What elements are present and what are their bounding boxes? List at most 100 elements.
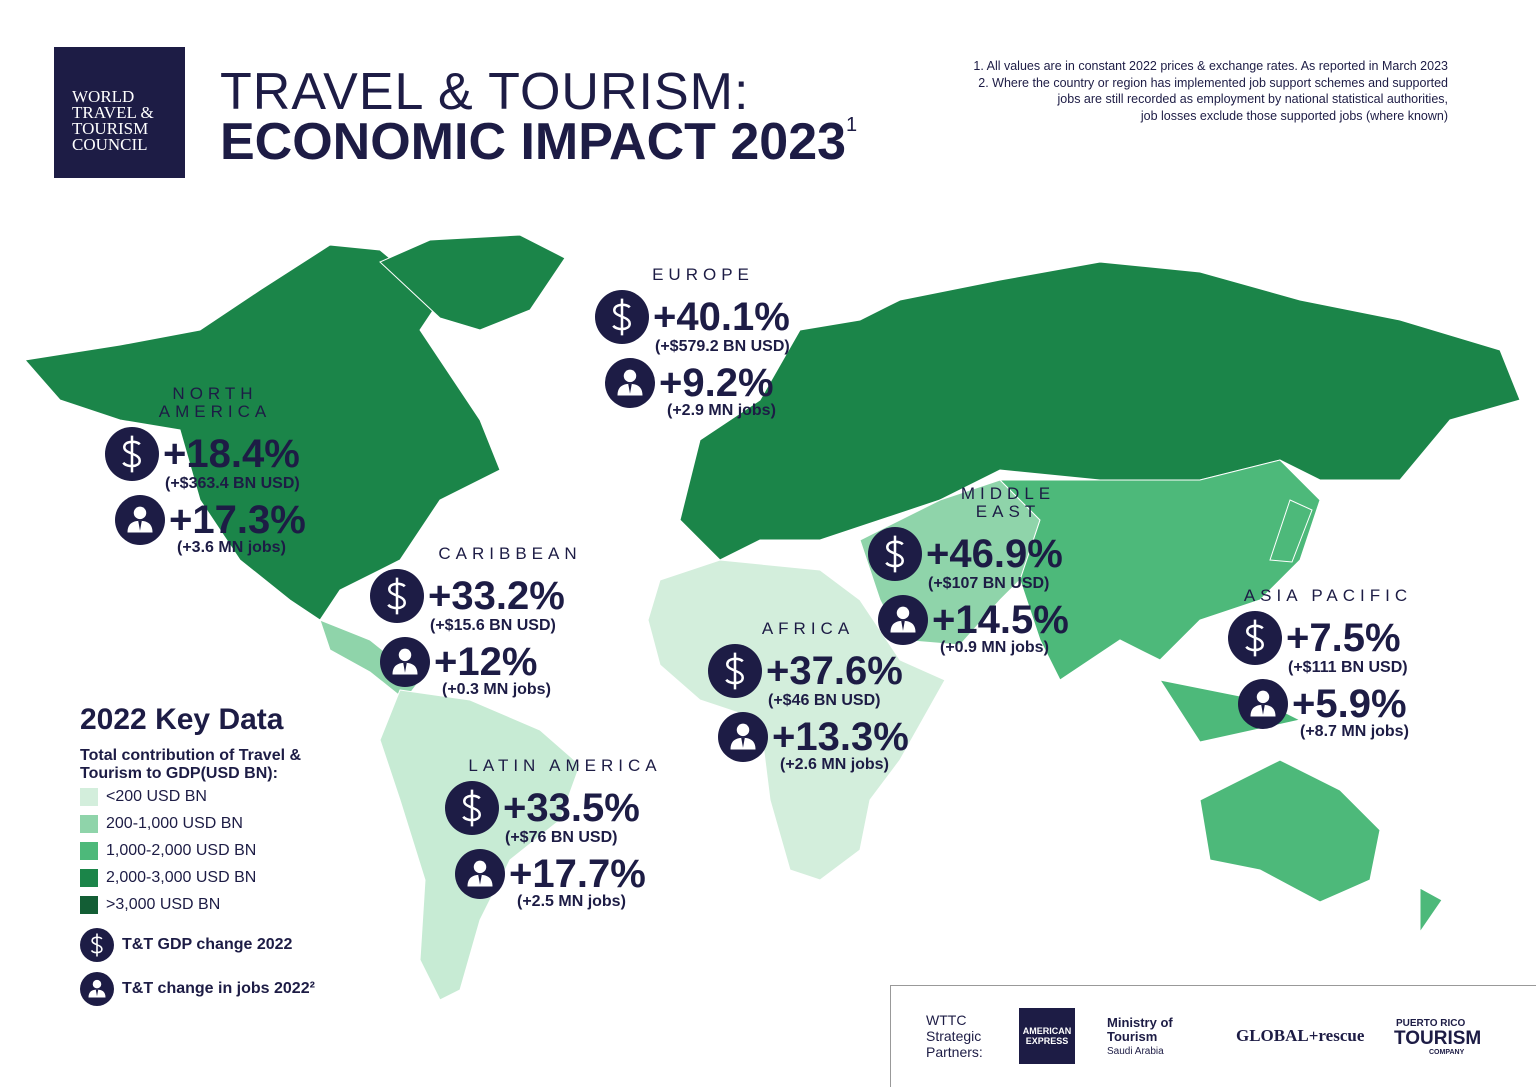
- region-block: AFRICA +37.6% (+$46 BN USD) +13.3% (+2.6 MN …: [708, 620, 909, 774]
- key-swatch: [80, 895, 98, 914]
- key-bucket-label: >3,000 USD BN: [106, 895, 221, 913]
- jobs-change: +17.7%: [509, 851, 646, 896]
- jobs-change: +9.2%: [659, 360, 774, 405]
- japan: [1269, 499, 1313, 563]
- key-bucket-label: 2,000-3,000 USD BN: [106, 868, 257, 886]
- person-icon: [455, 849, 505, 899]
- key-jobs: T&T change in jobs 2022²: [80, 972, 340, 1006]
- gdp-detail: (+$76 BN USD): [505, 829, 618, 846]
- region-block: CARIBBEAN +33.2% (+$15.6 BN USD) +12% (+0.3 …: [370, 545, 610, 699]
- region-block: LATIN AMERICA +33.5% (+$76 BN USD) +17.7% (+…: [445, 757, 685, 911]
- person-icon: [80, 972, 114, 1006]
- gdp-row: +7.5%: [1228, 611, 1428, 665]
- key-title: 2022 Key Data: [80, 703, 284, 736]
- logo-line: COUNCIL: [72, 135, 148, 154]
- gdp-change: +33.5%: [503, 785, 640, 830]
- key-subtitle: Total contribution of Travel & Tourism t…: [80, 747, 302, 782]
- key-gdp: T&T GDP change 2022: [80, 928, 340, 962]
- key-swatch: [80, 814, 98, 833]
- region-name: LATIN AMERICA: [468, 756, 662, 775]
- key-bucket: 2,000-3,000 USD BN: [80, 864, 340, 891]
- footnote: 1. All values are in constant 2022 price…: [973, 59, 1448, 73]
- person-icon: [605, 358, 655, 408]
- jobs-row: +14.5%: [878, 595, 1069, 645]
- gdp-change: +40.1%: [653, 294, 790, 339]
- ministry-sub: Saudi Arabia: [1107, 1046, 1164, 1057]
- key-bucket: >3,000 USD BN: [80, 891, 340, 918]
- dollar-icon: [80, 928, 114, 962]
- jobs-row: +12%: [380, 637, 610, 687]
- person-icon: [380, 637, 430, 687]
- wttc-logo: WORLD TRAVEL & TOURISM COUNCIL: [54, 47, 185, 178]
- jobs-detail: (+3.6 MN jobs): [177, 539, 286, 556]
- jobs-row: +5.9%: [1238, 679, 1428, 729]
- new-zealand: [1419, 887, 1443, 934]
- jobs-change: +14.5%: [932, 597, 1069, 642]
- gdp-detail: (+$15.6 BN USD): [430, 617, 556, 634]
- partners: WTTC Strategic Partners: AMERICAN EXPRES…: [890, 985, 1536, 1087]
- region-name: NORTH AMERICA: [158, 384, 272, 421]
- region-name: EUROPE: [652, 265, 754, 284]
- dollar-icon: [1228, 611, 1282, 665]
- asia: [998, 459, 1321, 681]
- region-name: MIDDLE EAST: [960, 484, 1056, 521]
- key-bucket-label: <200 USD BN: [106, 787, 207, 805]
- title-sup: 1: [846, 114, 858, 136]
- europe-russia: [679, 261, 1521, 561]
- person-icon: [1238, 679, 1288, 729]
- gdp-detail: (+$579.2 BN USD): [655, 338, 790, 355]
- title-main: ECONOMIC IMPACT 2023: [220, 113, 847, 171]
- north-america: [24, 244, 501, 621]
- jobs-row: +17.7%: [455, 849, 685, 899]
- jobs-detail: (+2.9 MN jobs): [667, 402, 776, 419]
- title-line-1: TRAVEL & TOURISM:: [220, 63, 750, 121]
- jobs-detail: (+8.7 MN jobs): [1300, 723, 1409, 740]
- logo-line: TOURISM: [72, 119, 149, 138]
- global-rescue-logo: GLOBAL+rescue: [1236, 1026, 1365, 1045]
- jobs-detail: (+0.3 MN jobs): [442, 681, 551, 698]
- footnotes: 1. All values are in constant 2022 price…: [973, 58, 1448, 124]
- key-swatch: [80, 868, 98, 887]
- key-swatch: [80, 841, 98, 860]
- gdp-row: +33.2%: [370, 569, 610, 623]
- key-bucket-label: 1,000-2,000 USD BN: [106, 841, 257, 859]
- key-bucket: 200-1,000 USD BN: [80, 810, 340, 837]
- amex-logo: AMERICAN EXPRESS: [1019, 1008, 1075, 1064]
- region-block: MIDDLE EAST +46.9% (+$107 BN USD) +14.5% (+0…: [868, 485, 1069, 657]
- dollar-icon: [708, 644, 762, 698]
- key: 2022 Key Data Total contribution of Trav…: [80, 703, 340, 1006]
- person-icon: [718, 712, 768, 762]
- logo-line: TRAVEL &: [72, 103, 154, 122]
- south-america: [379, 689, 581, 1001]
- key-buckets: <200 USD BN 200-1,000 USD BN 1,000-2,000 U…: [80, 783, 340, 918]
- dollar-icon: [868, 527, 922, 581]
- jobs-detail: (+2.6 MN jobs): [780, 756, 889, 773]
- footnote: jobs are still recorded as employment by…: [1057, 92, 1448, 106]
- gdp-row: +37.6%: [708, 644, 909, 698]
- logo-line: WORLD: [72, 87, 135, 106]
- dollar-icon: [595, 290, 649, 344]
- greenland: [379, 234, 566, 331]
- key-bucket: 1,000-2,000 USD BN: [80, 837, 340, 864]
- key-bucket: <200 USD BN: [80, 783, 340, 810]
- gdp-detail: (+$46 BN USD): [768, 692, 881, 709]
- pr-top: PUERTO RICO: [1396, 1018, 1466, 1029]
- gdp-change: +18.4%: [163, 431, 300, 476]
- pr-main: TOURISM: [1394, 1028, 1482, 1049]
- gdp-row: +18.4%: [105, 427, 306, 481]
- gdp-detail: (+$363.4 BN USD): [165, 475, 300, 492]
- ministry-logo: Ministry of Tourism: [1107, 1015, 1173, 1044]
- jobs-row: +17.3%: [115, 495, 306, 545]
- dollar-icon: [445, 781, 499, 835]
- jobs-row: +13.3%: [718, 712, 909, 762]
- key-bucket-label: 200-1,000 USD BN: [106, 814, 243, 832]
- region-name: AFRICA: [761, 619, 855, 638]
- footnote: 2. Where the country or region has imple…: [978, 75, 1448, 90]
- gdp-change: +7.5%: [1286, 615, 1401, 660]
- jobs-change: +5.9%: [1292, 681, 1407, 726]
- partners-label: WTTC Strategic Partners:: [926, 1012, 983, 1060]
- dollar-icon: [370, 569, 424, 623]
- jobs-detail: (+0.9 MN jobs): [940, 639, 1049, 656]
- jobs-change: +17.3%: [169, 497, 306, 542]
